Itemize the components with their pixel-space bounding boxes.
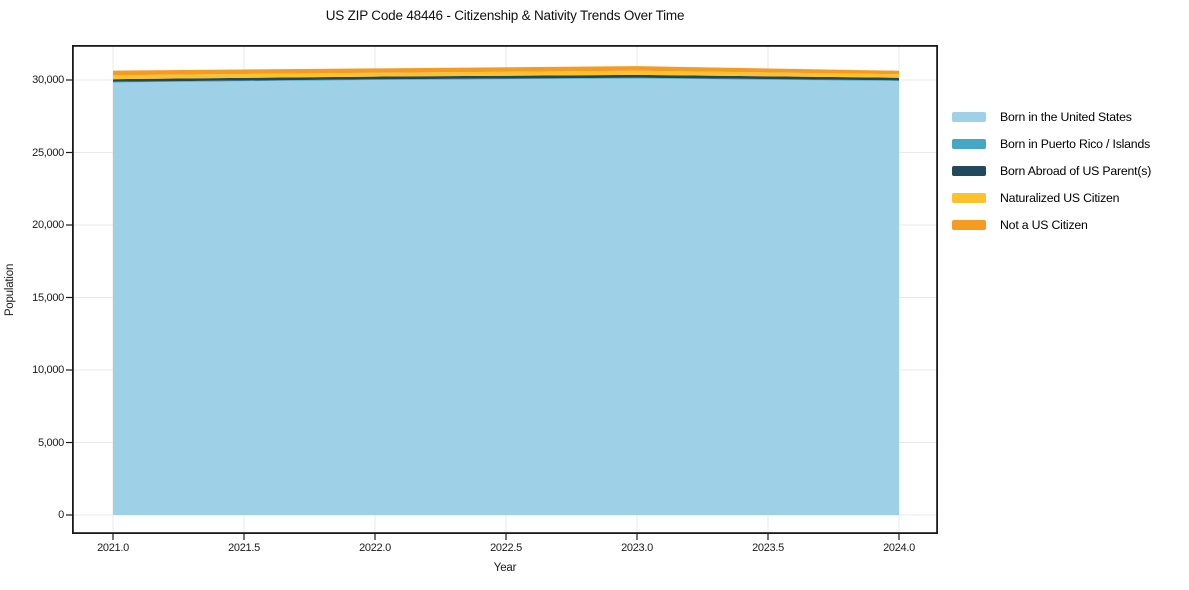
x-tick-label: 2023.5 bbox=[752, 542, 784, 554]
area-not-a-us-citizen bbox=[113, 66, 899, 76]
y-tick-label: 0 bbox=[58, 509, 64, 521]
plot-area bbox=[66, 44, 939, 540]
x-tick-label: 2024.0 bbox=[883, 542, 915, 554]
area-born-abroad-of-us-parent-s bbox=[113, 74, 899, 82]
legend-swatch-icon bbox=[952, 165, 986, 176]
legend-swatch-icon bbox=[952, 219, 986, 230]
y-tick-label: 25,000 bbox=[32, 146, 64, 159]
plot-border bbox=[71, 44, 939, 535]
legend-item-born-abroad-of-us-parent-s: Born Abroad of US Parent(s) bbox=[952, 157, 1151, 184]
legend-label: Born in Puerto Rico / Islands bbox=[1000, 136, 1151, 151]
legend: Born in the United States Born in Puerto … bbox=[952, 103, 1151, 238]
x-tick-label: 2022.0 bbox=[359, 542, 391, 554]
chart-title: US ZIP Code 48446 - Citizenship & Nativi… bbox=[325, 8, 685, 23]
y-axis-label: Population bbox=[4, 263, 16, 317]
y-tick-label: 5,000 bbox=[37, 436, 64, 449]
legend-label: Not a US Citizen bbox=[1000, 217, 1088, 232]
legend-swatch-icon bbox=[952, 111, 986, 122]
legend-swatch-icon bbox=[952, 192, 986, 203]
legend-label: Naturalized US Citizen bbox=[1000, 190, 1120, 205]
x-axis-label: Year bbox=[493, 562, 517, 574]
legend-label: Born in the United States bbox=[1000, 109, 1132, 124]
legend-item-naturalized-us-citizen: Naturalized US Citizen bbox=[952, 184, 1151, 211]
x-tick-label: 2021.0 bbox=[97, 542, 129, 554]
x-tick-label: 2023.0 bbox=[621, 542, 653, 554]
area-naturalized-us-citizen bbox=[113, 70, 899, 80]
legend-label: Born Abroad of US Parent(s) bbox=[1000, 163, 1152, 178]
legend-swatch-icon bbox=[952, 138, 986, 149]
legend-item-born-in-puerto-rico-islands: Born in Puerto Rico / Islands bbox=[952, 130, 1151, 157]
y-tick-label: 20,000 bbox=[32, 219, 64, 231]
legend-item-not-a-us-citizen: Not a US Citizen bbox=[952, 211, 1151, 238]
legend-item-born-in-the-united-states: Born in the United States bbox=[952, 103, 1151, 130]
y-tick-label: 10,000 bbox=[32, 364, 64, 376]
area-born-in-puerto-rico-islands bbox=[113, 77, 899, 83]
x-tick-label: 2021.5 bbox=[228, 542, 260, 554]
area-born-in-the-united-states bbox=[113, 78, 899, 516]
y-tick-label: 30,000 bbox=[32, 74, 64, 86]
x-tick-label: 2022.5 bbox=[490, 542, 522, 554]
